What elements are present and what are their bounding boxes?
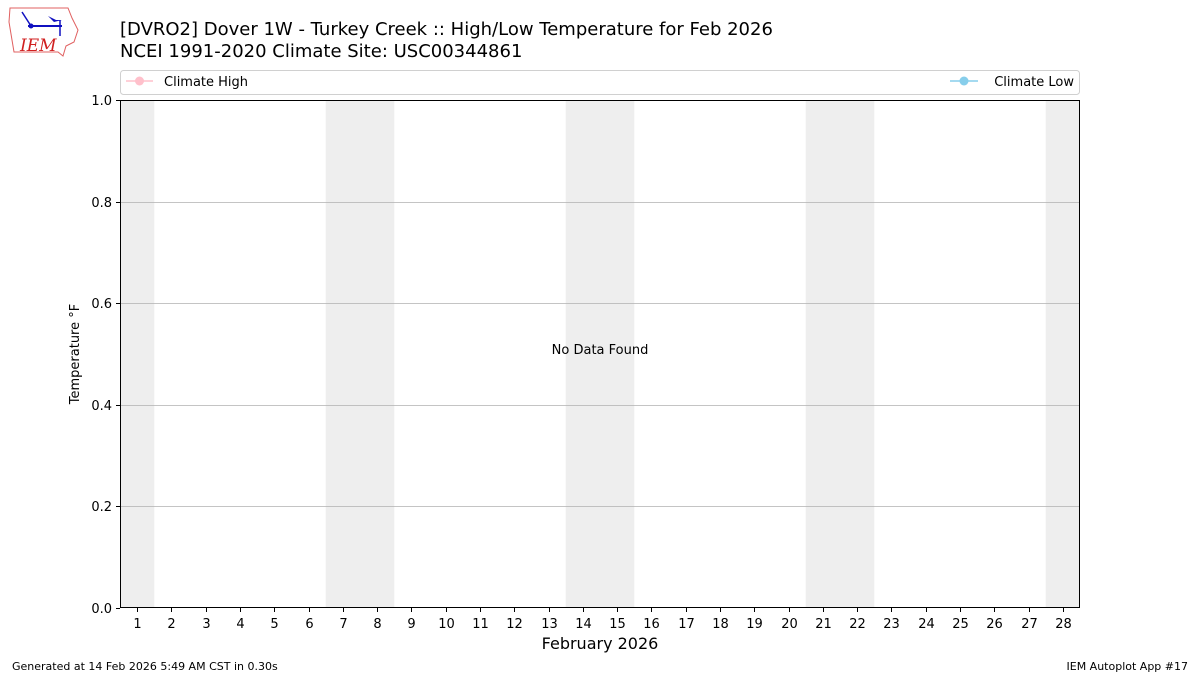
legend: Climate High Climate Low (120, 70, 1080, 95)
no-data-annotation: No Data Found (552, 343, 649, 358)
x-tick-label: 20 (781, 617, 798, 632)
iem-logo: IEM (8, 7, 79, 57)
x-tick-label: 15 (609, 617, 626, 632)
x-tick-label: 22 (849, 617, 866, 632)
weekend-shade-14 (565, 100, 600, 608)
x-tick-label: 10 (438, 617, 455, 632)
chart-title: [DVRO2] Dover 1W - Turkey Creek :: High/… (120, 19, 773, 40)
logo-text: IEM (19, 36, 57, 56)
weekend-shade-21 (805, 100, 840, 608)
y-tick-label: 0.8 (91, 196, 112, 211)
chart-subtitle: NCEI 1991-2020 Climate Site: USC00344861 (120, 41, 522, 62)
x-tick-label: 4 (236, 617, 244, 632)
y-tick-label: 0.6 (91, 297, 112, 312)
x-tick-label: 3 (202, 617, 210, 632)
legend-low-marker (959, 76, 969, 86)
y-tick-label: 0.0 (91, 602, 112, 617)
x-tick-label: 19 (746, 617, 763, 632)
x-tick-label: 1 (133, 617, 141, 632)
x-tick-label: 27 (1021, 617, 1038, 632)
x-tick-label: 14 (575, 617, 592, 632)
footer-generated: Generated at 14 Feb 2026 5:49 AM CST in … (12, 660, 278, 673)
x-tick-label: 5 (270, 617, 278, 632)
legend-high-marker (135, 76, 144, 86)
x-tick-label: 2 (167, 617, 175, 632)
x-tick-label: 17 (678, 617, 695, 632)
x-tick-label: 28 (1055, 617, 1072, 632)
x-tick-label: 16 (643, 617, 660, 632)
x-tick-label: 8 (373, 617, 381, 632)
x-tick-label: 25 (952, 617, 969, 632)
x-tick-label: 18 (712, 617, 729, 632)
y-tick-label: 1.0 (91, 94, 112, 109)
footer-app: IEM Autoplot App #17 (1067, 660, 1189, 673)
legend-high-label: Climate High (164, 75, 248, 90)
x-tick-label: 9 (407, 617, 415, 632)
weekend-shade-22 (840, 100, 875, 608)
weekend-shade-15 (600, 100, 635, 608)
x-axis-label: February 2026 (542, 634, 659, 653)
x-tick-label: 6 (305, 617, 313, 632)
plot-frame (120, 100, 1080, 608)
x-tick-label: 24 (918, 617, 935, 632)
legend-low-label: Climate Low (994, 75, 1074, 90)
x-tick-label: 21 (815, 617, 832, 632)
x-tick-label: 12 (506, 617, 523, 632)
weekend-shade-28 (1045, 100, 1080, 608)
weekend-shade-1 (120, 100, 155, 608)
weekend-shade-8 (360, 100, 395, 608)
x-tick-label: 7 (339, 617, 347, 632)
x-tick-label: 11 (472, 617, 489, 632)
weekend-shade-7 (325, 100, 360, 608)
y-tick-label: 0.2 (91, 500, 112, 515)
y-tick-label: 0.4 (91, 399, 112, 414)
x-tick-label: 26 (986, 617, 1003, 632)
y-axis-label: Temperature °F (68, 304, 83, 405)
x-tick-label: 23 (883, 617, 900, 632)
x-tick-label: 13 (541, 617, 558, 632)
